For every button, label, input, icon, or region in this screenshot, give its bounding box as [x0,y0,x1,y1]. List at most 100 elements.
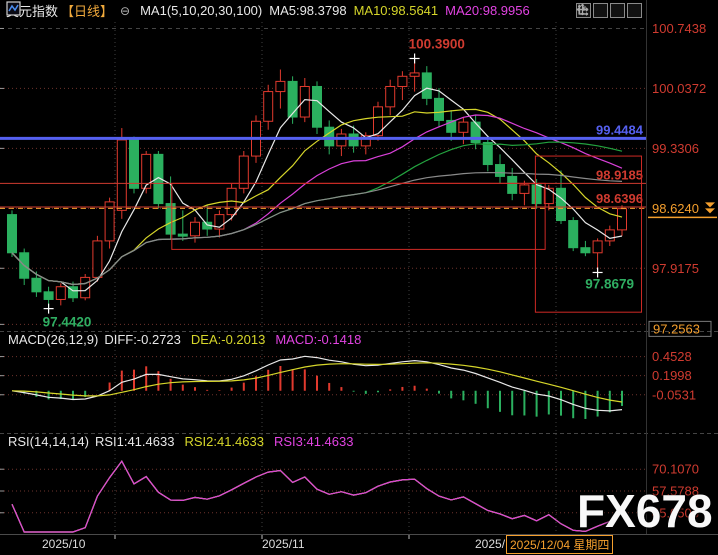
candle [397,71,408,101]
candle-body [116,139,127,211]
candle [421,66,432,106]
candle-body [104,201,115,242]
candle-body [214,214,225,230]
drawing-box[interactable] [171,182,546,250]
shift-right-button[interactable] [578,3,642,18]
candle-body [360,135,371,147]
time-axis-label: 2025/11 [262,537,305,551]
candle-body [68,286,78,299]
price-annotations: 100.3900 97.4420 97.8679 [43,36,634,329]
macd-header: MACD(26,12,9) DIFF:-0.2723 DEA:-0.2013 M… [8,332,361,347]
vertical-gridlines [114,22,557,532]
ma5-line [11,87,623,292]
candle [446,110,457,141]
candle-body [495,164,505,177]
candle-body [129,139,139,189]
candle-body [299,85,310,118]
watermark: FX678 [577,485,713,537]
ma-group-label: MA1(5,10,20,30,100) [140,3,263,18]
price-axis: 100.7438 100.0372 99.3306 98.6240 97.9175 97.… [648,21,717,520]
dea-line [11,362,623,403]
x-axis-scale-button[interactable] [578,3,625,18]
rsi3-line [11,460,623,533]
rsi-axis-label: 57.5788 [652,483,699,498]
chart-header: 美元指数 【日线】 ⊖ MA1(5,10,20,30,100) MA5:98.3… [6,1,530,20]
candle-body [373,106,383,137]
candle [556,170,566,224]
candle-body [568,220,579,249]
rsi-axis-label: 70.1070 [652,462,699,477]
candle [104,197,115,249]
candle-body [153,153,164,205]
candle [263,84,274,130]
macd-dea-value: DEA:-0.2013 [190,332,266,347]
candle-body [31,277,42,293]
current-price-marker-icon [705,202,715,208]
candle-body [580,247,591,254]
candle [7,210,17,258]
candle-body [446,119,457,133]
rsi-header: RSI(14,14,14) RSI1:41.4633 RSI2:41.4633 … [8,434,353,449]
candle [568,217,579,252]
scale-edge-box [648,320,712,337]
candle-body [55,286,66,300]
candle [409,58,420,92]
candle [482,135,493,172]
macd-diff-value: DIFF:-0.2723 [104,332,181,347]
ma-lines [11,87,623,292]
candle [116,128,127,219]
candle-body [190,221,200,237]
candle-body [458,121,469,133]
price-level-label: 99.4484 [596,122,644,137]
candle [31,271,42,297]
candle-body [409,72,420,77]
diff-line [11,355,623,412]
candle-body [397,75,408,87]
y-axis-label: 100.0372 [652,81,706,96]
time-axis-label: 2025/10 [42,537,86,551]
drawing-box[interactable] [534,155,643,313]
collapse-icon[interactable]: ⊖ [120,3,131,18]
candle [177,210,188,241]
candle-body [275,80,286,93]
candle [385,79,396,116]
candle-body [336,133,347,147]
candle-body [470,121,481,143]
candle [580,240,591,257]
candle-body [519,184,530,194]
scale-edge-label: 97.2563 [653,321,700,336]
candle [238,150,249,194]
ma100-line [11,171,623,286]
candle-body [543,187,554,205]
shift-right-icon [578,4,589,15]
candle-body [141,153,152,189]
candle [336,128,347,157]
macd-pane [0,355,646,419]
candle [129,136,139,194]
candle-body [482,141,493,166]
price-level-label: 98.9185 [596,167,643,182]
current-price-marker-icon [705,208,715,214]
current-price-label: 98.6240 [652,201,699,216]
rsi-axis-label: 45.0506 [652,505,699,520]
extreme-label: 97.8679 [585,276,634,291]
macd-axis-label: 0.1998 [652,368,692,383]
candle [360,132,371,155]
rsi-title: RSI(14,14,14) [8,434,89,449]
y-axis-scale-button[interactable] [577,3,608,18]
macd-axis-label: 0.4528 [652,349,692,364]
candlestick-series [7,58,627,309]
rsi-chart-pane[interactable] [0,452,646,532]
candle [519,180,530,206]
candle-body [434,97,444,121]
candle-body [556,187,566,222]
main-chart-pane[interactable] [0,22,646,330]
ma5-value: MA5:98.3798 [269,3,347,18]
candle [275,69,286,109]
macd-chart-pane[interactable] [0,350,646,430]
candle [312,81,322,134]
y-axis-label: 99.3306 [652,141,699,156]
time-axis[interactable]: 2025/10 2025/11 2025/ 2025/12/04 星期四 [0,535,718,555]
ma10-value: MA10:98.5641 [353,3,439,18]
